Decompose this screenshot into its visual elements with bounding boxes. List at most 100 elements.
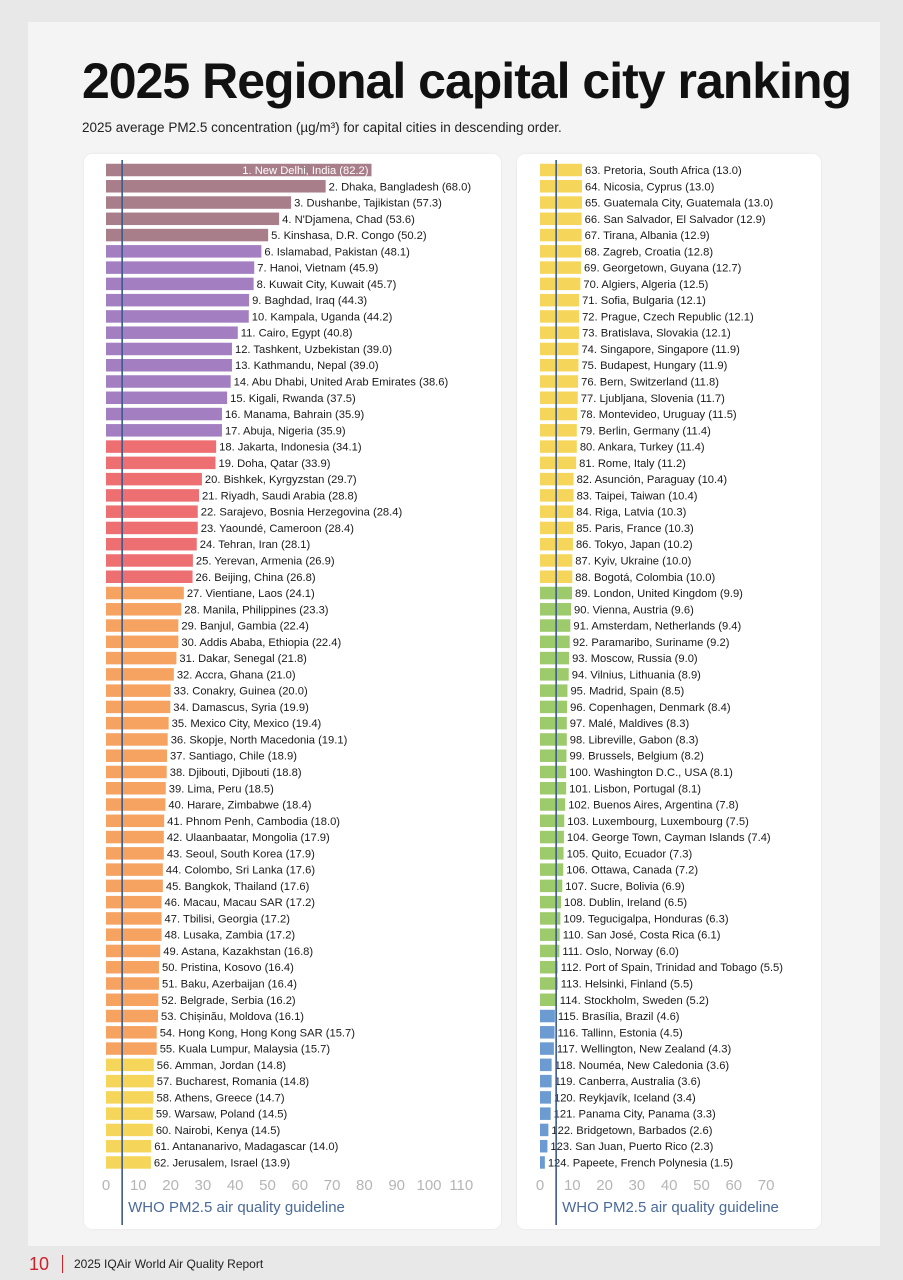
bar-label-104: 104. George Town, Cayman Islands (7.4): [567, 832, 771, 844]
x-tick-label: 20: [596, 1177, 613, 1194]
who-guideline-label: WHO PM2.5 air quality guideline: [128, 1199, 345, 1216]
bar-3: [106, 196, 292, 209]
x-tick-label: 40: [227, 1177, 244, 1194]
bar-label-22: 22. Sarajevo, Bosnia Herzegovina (28.4): [201, 507, 403, 519]
bar-label-45: 45. Bangkok, Thailand (17.6): [166, 881, 310, 893]
page-subtitle: 2025 average PM2.5 concentration (µg/m³)…: [82, 120, 562, 135]
bar-2: [106, 180, 326, 193]
bar-122: [540, 1123, 549, 1137]
bar-label-87: 87. Kyiv, Ukraine (10.0): [575, 555, 691, 567]
bar-23: [106, 521, 198, 535]
bar-label-51: 51. Baku, Azerbaijan (16.4): [162, 979, 297, 991]
bar-label-122: 122. Bridgetown, Barbados (2.6): [551, 1125, 712, 1137]
bar-39: [106, 782, 166, 795]
bar-96: [540, 700, 568, 714]
bar-14: [106, 375, 231, 388]
bar-label-123: 123. San Juan, Puerto Rico (2.3): [550, 1141, 713, 1153]
page-title: 2025 Regional capital city ranking: [82, 53, 852, 109]
bar-label-94: 94. Vilnius, Lithuania (8.9): [572, 669, 701, 681]
bar-99: [540, 749, 567, 762]
bar-70: [540, 277, 581, 291]
bar-label-2: 2. Dhaka, Bangladesh (68.0): [329, 181, 472, 193]
bar-label-65: 65. Guatemala City, Guatemala (13.0): [585, 198, 773, 210]
bar-label-105: 105. Quito, Ecuador (7.3): [567, 848, 693, 860]
bar-label-15: 15. Kigali, Rwanda (37.5): [230, 393, 356, 405]
bar-label-113: 113. Helsinki, Finland (5.5): [561, 979, 694, 991]
bar-label-53: 53. Chișinău, Moldova (16.1): [161, 1011, 304, 1023]
bar-label-11: 11. Cairo, Egypt (40.8): [241, 328, 353, 340]
bar-label-44: 44. Colombo, Sri Lanka (17.6): [166, 865, 316, 877]
bar-label-1: 1. New Delhi, India (82.2): [242, 165, 369, 177]
bar-label-58: 58. Athens, Greece (14.7): [156, 1092, 284, 1104]
bar-label-108: 108. Dublin, Ireland (6.5): [564, 897, 687, 909]
bar-label-39: 39. Lima, Peru (18.5): [169, 783, 274, 795]
bar-65: [540, 196, 582, 209]
bar-label-17: 17. Abuja, Nigeria (35.9): [225, 425, 346, 437]
bar-label-76: 76. Bern, Switzerland (11.8): [581, 377, 719, 389]
bar-78: [540, 407, 578, 421]
bar-label-33: 33. Conakry, Guinea (20.0): [174, 686, 308, 698]
bar-label-10: 10. Kampala, Uganda (44.2): [252, 311, 393, 323]
bar-label-109: 109. Tegucigalpa, Honduras (6.3): [563, 913, 729, 925]
bar-71: [540, 293, 580, 307]
bar-label-81: 81. Rome, Italy (11.2): [579, 458, 686, 470]
bar-label-3: 3. Dushanbe, Tajikistan (57.3): [294, 198, 442, 210]
bar-73: [540, 326, 580, 339]
bar-label-8: 8. Kuwait City, Kuwait (45.7): [257, 279, 397, 291]
x-tick-label: 100: [416, 1177, 441, 1194]
bar-label-37: 37. Santiago, Chile (18.9): [170, 751, 297, 763]
x-tick-label: 110: [449, 1177, 473, 1194]
bar-53: [106, 1009, 158, 1023]
bar-58: [106, 1091, 154, 1104]
bar-36: [106, 733, 168, 746]
bar-69: [540, 261, 582, 274]
bar-46: [106, 895, 162, 909]
bar-label-82: 82. Asunción, Paraguay (10.4): [577, 474, 728, 486]
bar-60: [106, 1123, 153, 1137]
bar-117: [540, 1042, 554, 1055]
bar-label-30: 30. Addis Ababa, Ethiopia (22.4): [181, 637, 341, 649]
bar-label-64: 64. Nicosia, Cyprus (13.0): [585, 181, 715, 193]
footer-page-number: 10: [29, 1254, 50, 1274]
bar-115: [540, 1009, 555, 1023]
bar-4: [106, 212, 280, 226]
bar-19: [106, 456, 216, 470]
bar-67: [540, 228, 582, 242]
bar-label-99: 99. Brussels, Belgium (8.2): [569, 751, 704, 763]
bar-17: [106, 424, 222, 437]
bar-57: [106, 1074, 154, 1088]
bar-97: [540, 716, 567, 730]
bar-label-116: 116. Tallinn, Estonia (4.5): [558, 1027, 683, 1039]
bar-101: [540, 782, 567, 795]
bar-label-69: 69. Georgetown, Guyana (12.7): [584, 263, 742, 275]
bar-label-107: 107. Sucre, Bolivia (6.9): [565, 881, 685, 893]
bar-68: [540, 245, 582, 258]
bar-label-24: 24. Tehran, Iran (28.1): [200, 539, 311, 551]
bar-108: [540, 895, 561, 909]
bar-label-92: 92. Paramaribo, Suriname (9.2): [573, 637, 730, 649]
bar-label-93: 93. Moscow, Russia (9.0): [572, 653, 698, 665]
bar-32: [106, 668, 174, 681]
bar-38: [106, 765, 167, 779]
bar-label-97: 97. Malé, Maldives (8.3): [570, 718, 690, 730]
bar-label-78: 78. Montevideo, Uruguay (11.5): [580, 409, 737, 421]
bar-label-35: 35. Mexico City, Mexico (19.4): [172, 718, 322, 730]
bar-label-5: 5. Kinshasa, D.R. Congo (50.2): [271, 230, 427, 242]
bar-81: [540, 456, 577, 470]
x-tick-label: 0: [536, 1177, 544, 1194]
bar-59: [106, 1107, 153, 1120]
bar-40: [106, 798, 166, 811]
bar-label-111: 111. Oslo, Norway (6.0): [562, 946, 679, 958]
bar-7: [106, 261, 255, 274]
bar-label-6: 6. Islamabad, Pakistan (48.1): [264, 246, 410, 258]
bar-37: [106, 749, 168, 762]
bar-21: [106, 489, 200, 502]
bar-6: [106, 245, 262, 258]
x-tick-label: 70: [324, 1177, 341, 1194]
who-guideline-label: WHO PM2.5 air quality guideline: [562, 1199, 779, 1216]
bar-label-4: 4. N'Djamena, Chad (53.6): [282, 214, 415, 226]
x-tick-label: 70: [758, 1177, 775, 1194]
x-tick-label: 10: [130, 1177, 147, 1194]
bar-label-77: 77. Ljubljana, Slovenia (11.7): [581, 393, 725, 405]
bar-118: [540, 1058, 552, 1072]
